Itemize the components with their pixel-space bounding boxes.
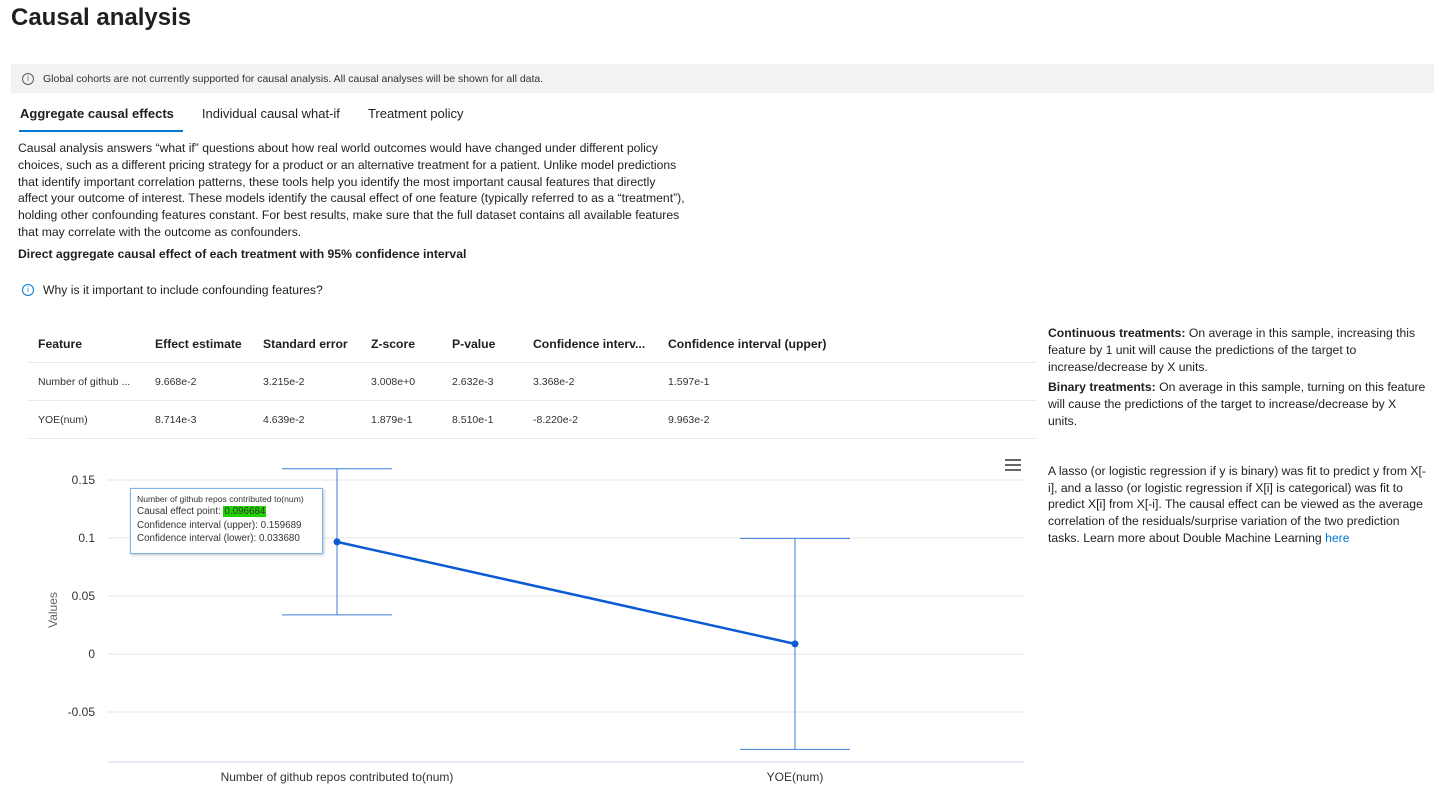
table-row[interactable]: Number of github ... 9.668e-2 3.215e-2 3… [28,363,1036,401]
continuous-treatments-label: Continuous treatments: [1048,326,1186,340]
column-header[interactable]: Confidence interval (upper) [668,337,827,351]
table-cell: -8.220e-2 [533,413,578,426]
continuous-treatments-body: On average in this sample, increasing th… [1048,326,1416,374]
column-header[interactable]: Z-score [371,337,416,351]
info-icon: i [22,284,34,296]
table-header-row: Feature Effect estimate Standard error Z… [28,326,1036,363]
info-icon: i [22,72,34,85]
tooltip-title: Number of github repos contributed to(nu… [137,494,304,504]
column-header[interactable]: Effect estimate [155,337,242,351]
table-cell: 3.368e-2 [533,375,575,388]
table-cell: 3.215e-2 [263,375,305,388]
column-header[interactable]: Feature [38,337,83,351]
error-bars [282,468,850,750]
y-tick-label: 0.15 [72,473,96,487]
table-cell: 4.639e-2 [263,413,305,426]
column-header[interactable]: Standard error [263,337,348,351]
table-cell: 9.963e-2 [668,413,710,426]
chart-tooltip: Number of github repos contributed to(nu… [130,488,323,554]
lasso-text: A lasso (or logistic regression if y is … [1048,463,1426,545]
x-axis-ticks: Number of github repos contributed to(nu… [221,770,824,784]
column-header[interactable]: P-value [452,337,496,351]
data-points [333,538,799,648]
column-header[interactable]: Confidence interv... [533,337,646,351]
y-tick-label: 0 [88,647,95,661]
y-tick-label: -0.05 [68,705,96,719]
why-confounding-link[interactable]: i Why is it important to include confoun… [22,283,323,297]
table-cell: 9.668e-2 [155,375,197,388]
table-cell: Number of github ... [38,375,131,388]
tab-list: Aggregate causal effects Individual caus… [11,100,483,132]
table-cell: 2.632e-3 [452,375,494,388]
series-path [336,540,796,646]
continuous-treatments-text: Continuous treatments: On average in thi… [1048,325,1428,375]
table-cell: YOE(num) [38,413,88,426]
lasso-explanation: A lasso (or logistic regression if y is … [1048,463,1428,547]
x-tick-label: Number of github repos contributed to(nu… [221,770,454,784]
tooltip-point-value: 0.096684 [223,506,267,517]
binary-treatments-label: Binary treatments: [1048,380,1156,395]
table-row[interactable]: YOE(num) 8.714e-3 4.639e-2 1.879e-1 8.51… [28,401,1036,439]
table-cell: 8.714e-3 [155,413,197,426]
tooltip-lower: Confidence interval (lower): 0.033680 [137,533,300,544]
tooltip-point-row: Causal effect point: 0.096684 [137,505,316,519]
why-link-label: Why is it important to include confoundi… [43,283,323,297]
table-cell: 3.008e+0 [371,375,416,388]
banner-text: Global cohorts are not currently support… [43,72,544,85]
causal-effects-table: Feature Effect estimate Standard error Z… [28,326,1036,439]
tab-treatment-policy[interactable]: Treatment policy [367,106,464,121]
y-axis-ticks: 0.15 0.1 0.05 0 -0.05 [68,473,96,719]
table-cell: 1.879e-1 [371,413,413,426]
treatment-explanation-panel: Continuous treatments: On average in thi… [1048,325,1428,551]
table-cell: 8.510e-1 [452,413,494,426]
data-point [333,538,341,546]
tab-aggregate-causal-effects[interactable]: Aggregate causal effects [11,100,183,132]
page-title: Causal analysis [11,4,192,31]
info-banner: i Global cohorts are not currently suppo… [11,64,1434,93]
description-text: Causal analysis answers “what if” questi… [18,141,685,239]
double-ml-link[interactable]: here [1325,530,1350,545]
y-axis-label: Values [46,592,60,628]
tab-individual-causal-what-if[interactable]: Individual causal what-if [201,106,340,121]
y-tick-label: 0.05 [72,589,96,603]
binary-treatments-text: Binary treatments: On average in this sa… [1048,379,1428,429]
tooltip-point-label: Causal effect point: [137,506,224,517]
tooltip-upper: Confidence interval (upper): 0.159689 [137,519,302,531]
section-subheading: Direct aggregate causal effect of each t… [18,247,467,261]
x-tick-label: YOE(num) [767,770,824,784]
y-tick-label: 0.1 [78,531,95,545]
series-line [336,540,796,646]
binary-treatments-body: On average in this sample, turning on th… [1048,380,1426,428]
chart-menu-icon[interactable] [1005,459,1021,473]
data-point [791,640,799,648]
table-cell: 1.597e-1 [668,375,710,388]
